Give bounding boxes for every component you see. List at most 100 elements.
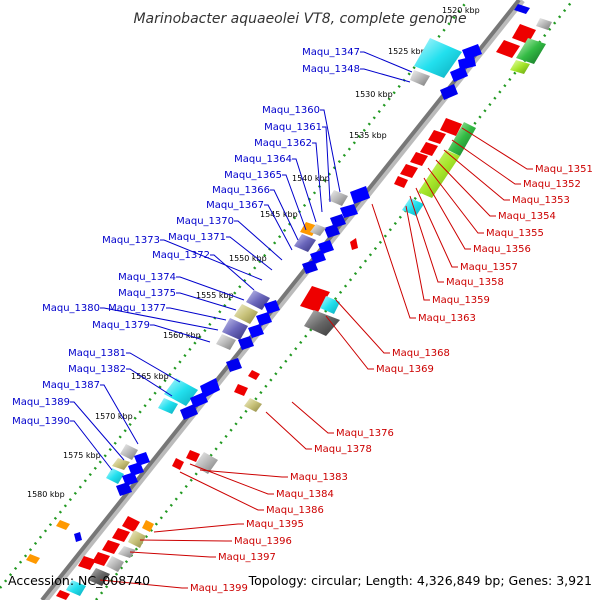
leader-line: [371, 203, 416, 319]
leader-line: [282, 174, 307, 231]
gene-label-forward: Maqu_1347: [302, 47, 360, 58]
gene-arrow: [248, 370, 260, 380]
gene-label-forward: Maqu_1371: [168, 232, 226, 243]
gene-arrow: [330, 214, 346, 228]
leader-line: [409, 195, 444, 283]
gene-label-forward: Maqu_1365: [224, 170, 282, 181]
gene-label-reverse: Maqu_1378: [314, 444, 372, 455]
gene-block: [510, 60, 530, 74]
gene-label-reverse: Maqu_1357: [460, 262, 518, 273]
gene-label-forward: Maqu_1370: [176, 216, 234, 227]
gene-arrow: [350, 186, 370, 204]
gene-block: [496, 40, 520, 58]
leader-line: [226, 236, 273, 271]
gene-arrow: [394, 176, 408, 188]
gene-arrow: [462, 44, 482, 60]
gene-arrow: [264, 300, 280, 314]
leader-line: [166, 307, 227, 321]
gene-block: [246, 290, 270, 310]
gene-arrow: [186, 450, 200, 462]
gene-block: [320, 296, 340, 314]
gene-arrow: [200, 378, 220, 398]
kbp-label: 1525 kbp: [388, 47, 426, 56]
gene-label-forward: Maqu_1373: [102, 235, 160, 246]
gene-label-reverse: Maqu_1351: [535, 164, 593, 175]
gene-arrow: [302, 260, 318, 274]
leader-line: [234, 220, 283, 261]
gene-label-reverse: Maqu_1384: [276, 489, 334, 500]
leader-line: [70, 420, 113, 471]
leader-line: [335, 299, 390, 354]
gene-label-reverse: Maqu_1355: [486, 228, 544, 239]
kbp-label: 1545 kbp: [260, 210, 298, 219]
kbp-label: 1550 kbp: [229, 254, 267, 263]
gene-label-forward: Maqu_1382: [68, 364, 126, 375]
gene-block: [106, 468, 124, 484]
gene-arrow: [450, 66, 468, 82]
kbp-label: 1535 kbp: [349, 131, 387, 140]
gene-arrow: [420, 142, 438, 156]
gene-label-reverse: Maqu_1395: [246, 519, 304, 530]
gene-block: [244, 398, 262, 412]
gene-block: [158, 398, 178, 414]
gene-arrow: [92, 552, 110, 566]
leader-line: [270, 189, 299, 241]
gene-label-forward: Maqu_1372: [152, 250, 210, 261]
leader-line: [160, 239, 263, 281]
leader-line: [291, 401, 334, 434]
gene-arrow: [190, 392, 208, 408]
gene-arrow: [324, 224, 340, 238]
gene-arrow: [350, 238, 358, 250]
gene-label-forward: Maqu_1367: [206, 200, 264, 211]
kbp-label: 1580 kbp: [27, 490, 65, 499]
gene-block: [402, 198, 424, 216]
gene-block: [536, 18, 552, 30]
forward-strand-genes: [26, 38, 482, 564]
gene-label-forward: Maqu_1364: [234, 154, 292, 165]
leader-line: [129, 551, 216, 558]
kbp-label: 1570 kbp: [95, 412, 133, 421]
leader-line: [100, 307, 219, 331]
leader-line: [150, 324, 211, 343]
gene-label-reverse: Maqu_1368: [392, 348, 450, 359]
gene-block: [234, 304, 258, 324]
gene-arrow: [428, 130, 446, 144]
gene-block: [410, 70, 430, 86]
gene-label-forward: Maqu_1390: [12, 416, 70, 427]
gene-arrow: [112, 528, 130, 542]
kbp-label: 1520 kbp: [442, 6, 480, 15]
map-title: Marinobacter aquaeolei VT8, complete gen…: [133, 11, 466, 27]
accession-text: Accession: NC_008740: [8, 573, 150, 588]
gene-label-reverse: Maqu_1356: [473, 244, 531, 255]
inner-tick-track: [0, 0, 469, 589]
gene-arrow: [56, 590, 70, 600]
gene-block: [120, 444, 138, 460]
gene-block: [448, 122, 476, 156]
leader-line: [292, 158, 317, 223]
gene-block: [106, 556, 124, 572]
gene-arrow: [226, 358, 242, 372]
gene-block: [516, 38, 546, 64]
gene-arrow: [458, 56, 476, 70]
gene-block: [128, 530, 146, 548]
gene-block: [222, 318, 248, 340]
gene-block: [310, 224, 326, 236]
leader-line: [126, 352, 181, 383]
gene-label-forward: Maqu_1389: [12, 397, 70, 408]
gene-arrow: [116, 482, 132, 496]
gene-arrow: [340, 204, 358, 218]
backbone-line: [40, 0, 521, 600]
gene-arrow: [248, 324, 264, 338]
leader-line: [360, 51, 413, 73]
gene-label-reverse: Maqu_1352: [523, 179, 581, 190]
gene-label-forward: Maqu_1362: [254, 138, 312, 149]
gene-label-reverse: Maqu_1396: [234, 536, 292, 547]
kbp-label: 1530 kbp: [355, 90, 393, 99]
gene-arrow: [134, 452, 150, 466]
gene-label-reverse: Maqu_1386: [266, 505, 324, 516]
gene-label-forward: Maqu_1380: [42, 303, 100, 314]
gene-label-reverse: Maqu_1363: [418, 313, 476, 324]
leader-line: [100, 384, 139, 445]
